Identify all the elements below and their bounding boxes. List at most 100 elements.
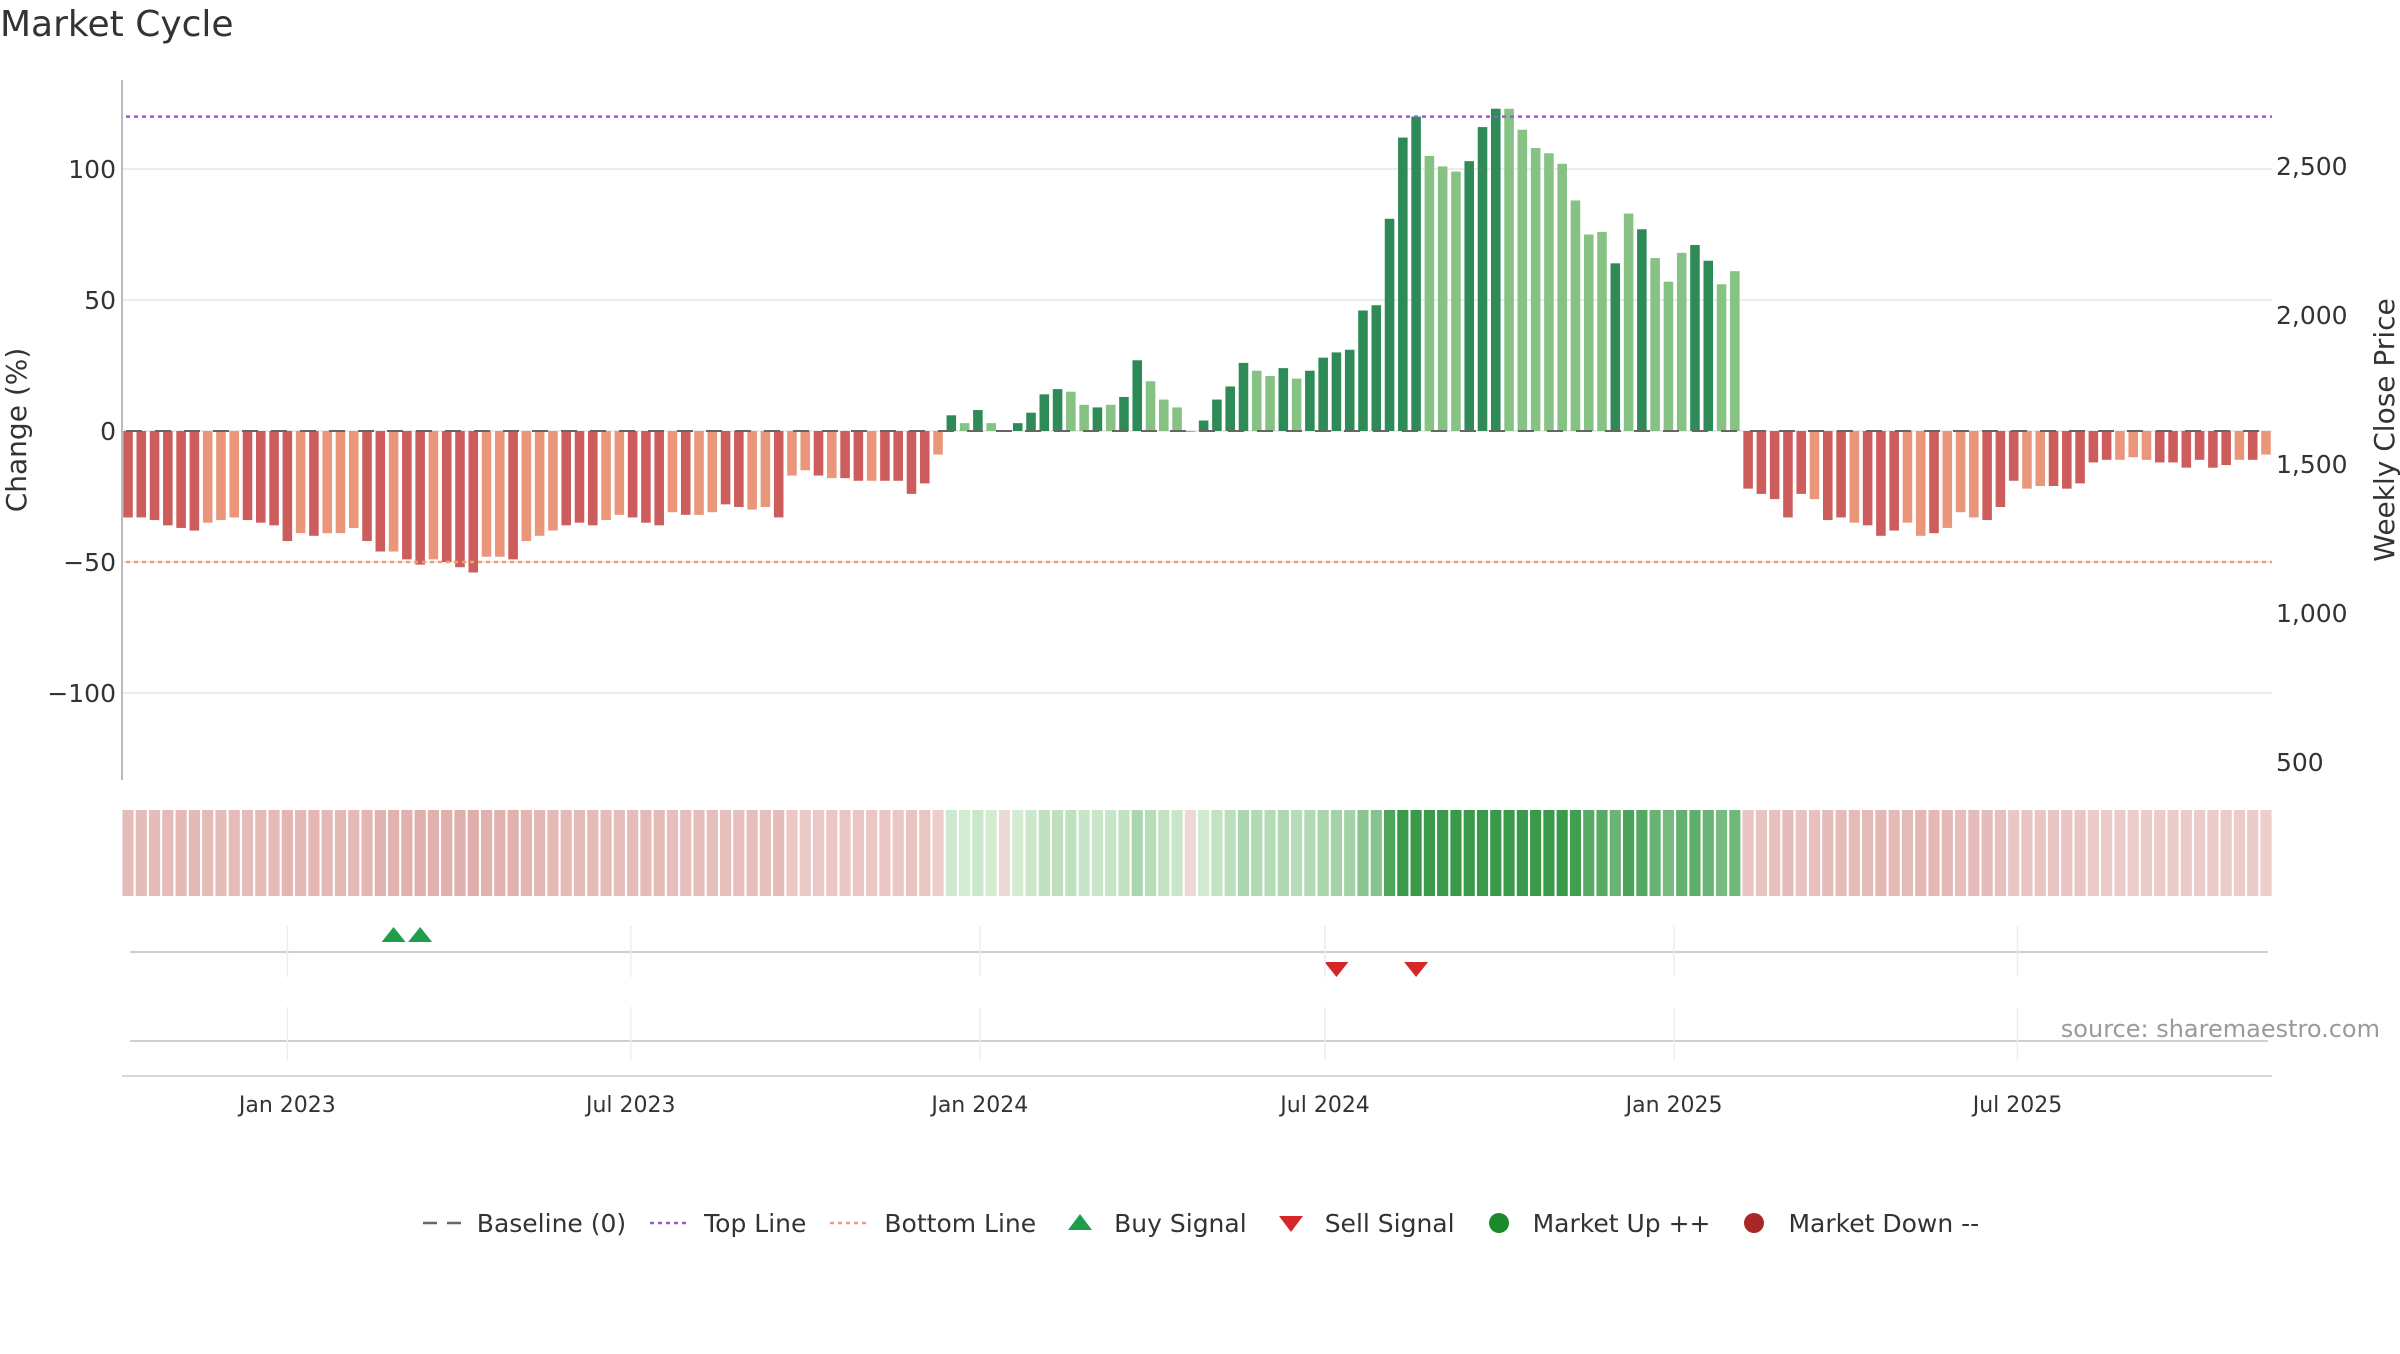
- bar: [1530, 148, 1541, 432]
- reference-lines: [126, 115, 2272, 564]
- bar: [1822, 431, 1833, 521]
- legend-item: Market Down --: [1732, 1208, 1979, 1238]
- bar: [2128, 431, 2138, 458]
- heat-cell: [959, 810, 971, 896]
- heat-cell: [1450, 810, 1462, 896]
- bar: [694, 431, 704, 515]
- bar: [2194, 431, 2205, 460]
- heat-cell: [919, 810, 931, 896]
- legend: Baseline (0) Top Line Bottom Line Buy Signa…: [0, 1208, 2400, 1238]
- bar: [866, 431, 877, 481]
- heat-cell: [255, 810, 267, 896]
- bar: [1052, 389, 1063, 431]
- bar: [256, 431, 266, 523]
- heat-cell: [1051, 810, 1064, 896]
- bar: [813, 431, 824, 476]
- bar: [986, 423, 996, 431]
- bar: [1676, 252, 1687, 431]
- heat-cell: [1742, 810, 1754, 896]
- heat-cell: [1171, 810, 1183, 896]
- legend-label: Bottom Line: [884, 1208, 1037, 1238]
- bar: [1836, 431, 1846, 518]
- x-tick-label: Jul 2024: [1278, 1093, 1370, 1118]
- heat-cell: [2180, 810, 2192, 896]
- bar: [2048, 431, 2059, 487]
- bar: [2154, 431, 2165, 463]
- bar: [1105, 404, 1116, 431]
- heat-cell: [148, 810, 161, 896]
- heat-cell: [2260, 810, 2272, 896]
- heat-cell: [600, 810, 612, 896]
- bar: [2234, 431, 2245, 460]
- bar: [1172, 407, 1182, 431]
- heat-cell: [2220, 810, 2232, 896]
- bar: [1132, 360, 1143, 431]
- bar: [2022, 431, 2032, 489]
- heat-cell: [773, 810, 785, 896]
- heat-cell: [1264, 810, 1276, 896]
- buy-signal-marker: [381, 927, 406, 942]
- bar: [1769, 431, 1780, 500]
- bar: [282, 431, 293, 542]
- bar: [1491, 108, 1501, 432]
- heat-cell: [1888, 810, 1900, 896]
- heat-cell: [2140, 810, 2153, 896]
- bar: [1411, 116, 1421, 431]
- bar: [269, 431, 279, 526]
- sell-signal-marker: [1404, 962, 1429, 977]
- heat-cell: [1184, 810, 1196, 896]
- legend-item: Market Up ++: [1477, 1208, 1710, 1238]
- bar: [654, 431, 664, 526]
- heat-cell: [547, 810, 559, 896]
- heat-cell: [1808, 810, 1821, 896]
- heat-cell: [2154, 810, 2166, 896]
- buy-signal-marker: [408, 927, 433, 942]
- bar: [136, 431, 147, 518]
- bar: [2141, 431, 2152, 460]
- bar: [919, 431, 930, 484]
- heat-cell: [1463, 810, 1475, 896]
- heat-cell: [720, 810, 732, 896]
- bar-layer: [123, 108, 2271, 573]
- heat-cell: [905, 810, 918, 896]
- heat-cell: [1968, 810, 1980, 896]
- x-tick-label: Jul 2023: [584, 1093, 676, 1118]
- bar: [893, 431, 903, 481]
- bar: [946, 415, 957, 431]
- bar: [1398, 137, 1408, 431]
- bar: [1159, 399, 1169, 431]
- heat-cell: [135, 810, 147, 896]
- heat-cell: [467, 810, 479, 896]
- x-tick-label: Jan 2025: [1624, 1093, 1723, 1118]
- heat-cell: [1862, 810, 1874, 896]
- heat-cell: [1211, 810, 1223, 896]
- bar: [1623, 213, 1634, 431]
- heat-cell: [1954, 810, 1967, 896]
- y-axis-label: Change (%): [0, 348, 33, 513]
- heat-cell: [1105, 810, 1117, 896]
- heat-cell: [175, 810, 187, 896]
- heat-cell: [2074, 810, 2086, 896]
- heat-cell: [1516, 810, 1528, 896]
- legend-label: Baseline (0): [476, 1208, 627, 1238]
- heat-cell: [1901, 810, 1914, 896]
- heat-cell: [1941, 810, 1953, 896]
- bar: [1012, 423, 1023, 431]
- bar: [641, 431, 651, 523]
- heat-cell: [786, 810, 798, 896]
- heat-cell: [1397, 810, 1409, 896]
- bar: [1066, 391, 1076, 431]
- bar: [1504, 108, 1514, 432]
- bar: [1876, 431, 1886, 536]
- y2-tick-label: 1,500: [2276, 450, 2348, 479]
- bar: [2075, 431, 2085, 484]
- heat-cell: [494, 810, 506, 896]
- bar: [853, 431, 864, 481]
- bar: [1955, 431, 1966, 513]
- heat-cell: [1344, 810, 1356, 896]
- bar: [574, 431, 585, 523]
- bar: [588, 431, 598, 526]
- bar: [1570, 200, 1581, 431]
- legend-item: Baseline (0): [421, 1208, 626, 1238]
